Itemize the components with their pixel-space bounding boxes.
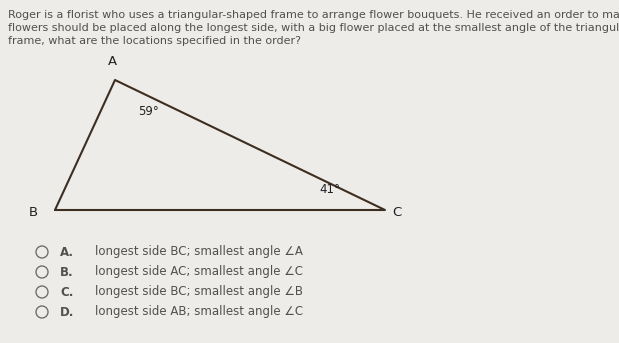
Text: Roger is a florist who uses a triangular-shaped frame to arrange flower bouquets: Roger is a florist who uses a triangular… (8, 10, 619, 20)
Text: B.: B. (60, 265, 74, 279)
Text: longest side BC; smallest angle ∠A: longest side BC; smallest angle ∠A (95, 246, 303, 259)
Text: frame, what are the locations specified in the order?: frame, what are the locations specified … (8, 36, 301, 46)
Text: 41°: 41° (319, 183, 340, 196)
Text: longest side BC; smallest angle ∠B: longest side BC; smallest angle ∠B (95, 285, 303, 298)
Text: flowers should be placed along the longest side, with a big flower placed at the: flowers should be placed along the longe… (8, 23, 619, 33)
Text: C: C (392, 205, 401, 218)
Text: B: B (29, 205, 38, 218)
Text: longest side AB; smallest angle ∠C: longest side AB; smallest angle ∠C (95, 306, 303, 319)
Text: A.: A. (60, 246, 74, 259)
Text: C.: C. (60, 285, 74, 298)
Text: A: A (108, 55, 116, 68)
Text: 59°: 59° (138, 105, 158, 118)
Text: D.: D. (60, 306, 74, 319)
Text: longest side AC; smallest angle ∠C: longest side AC; smallest angle ∠C (95, 265, 303, 279)
